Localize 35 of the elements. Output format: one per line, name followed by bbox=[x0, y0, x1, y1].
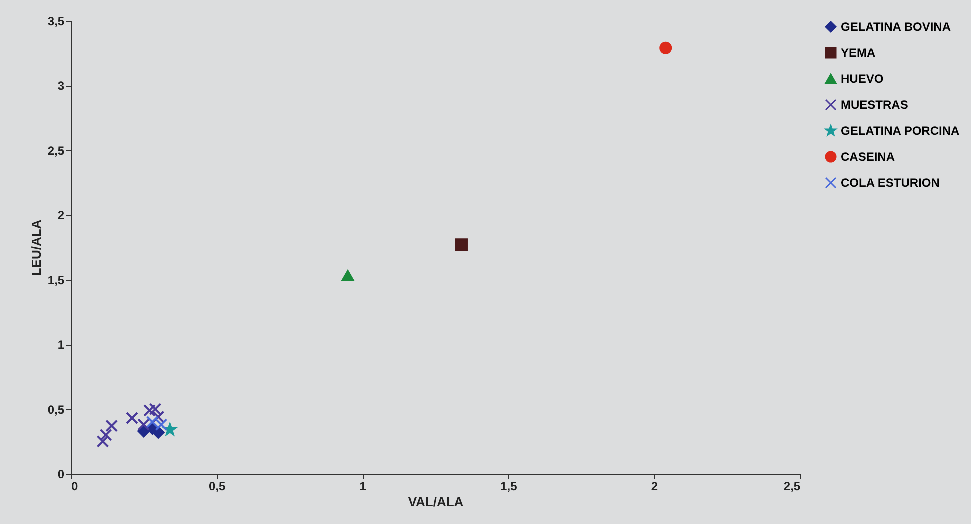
point bbox=[106, 420, 118, 432]
y-tick-label: 1,5 bbox=[48, 273, 65, 288]
x-tick-label: 2 bbox=[651, 480, 658, 494]
legend-label: GELATINA BOVINA bbox=[841, 20, 952, 34]
point bbox=[126, 412, 138, 425]
y-tick-label: 3,5 bbox=[48, 14, 65, 28]
point bbox=[456, 238, 468, 252]
point bbox=[342, 270, 354, 282]
x-tick-label: 1 bbox=[360, 480, 367, 494]
x-tick-label: 0 bbox=[72, 480, 78, 494]
point bbox=[100, 428, 112, 442]
point bbox=[143, 404, 156, 417]
legend-label: GELATINA PORCINA bbox=[841, 124, 960, 138]
x-tick-label: 1,5 bbox=[500, 480, 518, 494]
y-tick-label: 2 bbox=[58, 208, 65, 223]
legend-label: HUEVO bbox=[841, 72, 884, 86]
y-tick-label: 1 bbox=[58, 338, 65, 352]
legend-label: YEMA bbox=[841, 46, 876, 60]
point bbox=[155, 418, 168, 432]
legend-label: MUESTRAS bbox=[841, 98, 908, 112]
legend-label: COLA ESTURION bbox=[841, 176, 940, 190]
y-tick-label: 2,5 bbox=[48, 144, 65, 158]
point bbox=[96, 435, 110, 448]
y-tick-label: 0,5 bbox=[48, 402, 65, 417]
y-tick-label: 0 bbox=[58, 468, 65, 482]
point bbox=[146, 416, 159, 428]
legend-label: CASEINA bbox=[841, 150, 896, 164]
point bbox=[660, 42, 672, 54]
x-axis-title: VAL/ALA bbox=[408, 494, 464, 510]
point bbox=[138, 418, 150, 432]
y-tick-label: 3 bbox=[58, 79, 65, 94]
x-tick-label: 2,5 bbox=[784, 480, 801, 494]
x-tick-label: 0,5 bbox=[208, 480, 226, 494]
y-axis-title: LEU/ALA bbox=[28, 219, 44, 276]
point bbox=[152, 426, 165, 439]
